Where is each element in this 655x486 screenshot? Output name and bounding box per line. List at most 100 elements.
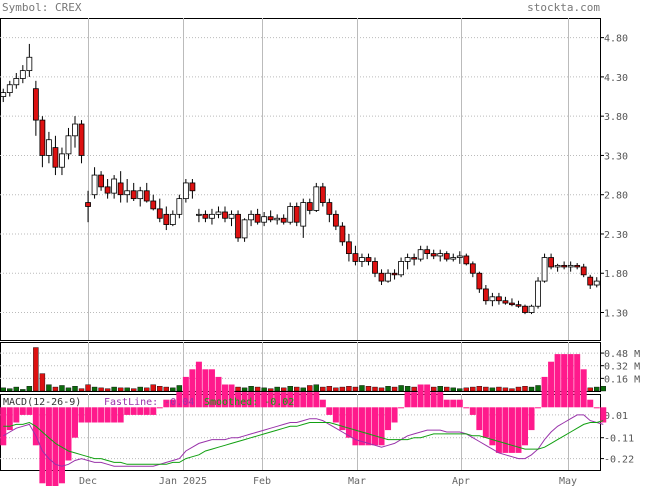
volume-bar [254,386,261,392]
volume-bar [535,385,541,392]
candle-body [574,264,581,268]
macd-histogram-bar [319,399,326,408]
volume-bar [320,386,326,392]
macd-histogram-bar [143,407,150,415]
candle-body [85,202,91,207]
volume-bar [52,386,59,392]
macd-histogram-bar [182,376,189,408]
candle-body [561,264,568,268]
macd-histogram-bar [600,407,607,423]
candle-body [476,272,483,290]
macd-legend-fastline: FastLine: -0.04 [104,397,194,408]
volume-bar [124,387,130,392]
macd-histogram-bar [385,407,392,431]
volume-bar [437,386,443,392]
macd-histogram-bar [469,407,476,415]
macd-histogram-bar [398,407,405,409]
candle-body [104,186,111,194]
macd-histogram-bar [411,392,418,408]
macd-histogram-bar [508,407,515,453]
volume-bar [587,387,593,392]
candle-body [267,216,274,221]
candle-body [482,288,489,302]
candle-body [235,213,241,239]
macd-histogram-bar [202,369,209,408]
symbol-label: Symbol: CREX [2,1,82,14]
candle-body [554,264,561,268]
macd-histogram-bar [332,407,339,423]
macd-histogram-bar [482,407,489,438]
candle-body [300,202,307,227]
macd-histogram-bar [19,407,26,415]
volume-bar [98,387,104,392]
macd-histogram-bar [241,392,248,408]
volume-bar [307,385,313,392]
volume-bar [85,384,91,392]
volume-bar [450,387,456,392]
macd-histogram-bar [424,384,431,408]
macd-histogram-bar [404,392,411,408]
macd-histogram-bar [443,399,450,408]
price-tick-label: 1.80 [604,269,628,280]
macd-histogram-bar [580,369,587,408]
volume-bar [111,386,117,392]
candle-body [352,253,359,262]
candle-body [378,272,385,282]
volume-bar [411,386,417,392]
volume-bar [150,384,156,392]
candle-body [32,88,39,121]
x-tick-label: Apr [452,476,470,486]
macd-histogram-bar [124,407,131,415]
macd-histogram-bar [345,407,352,438]
macd-histogram-bar [535,407,542,409]
volume-bar [65,387,72,392]
volume-bar [176,385,183,392]
x-tick-label: Mar [348,476,366,486]
candle-body [59,153,65,168]
candle-body [98,174,104,188]
price-panel [0,18,601,341]
volume-bar [365,386,372,392]
macd-histogram-bar [528,407,535,431]
volume-bar [274,386,280,392]
candle-body [6,84,13,94]
volume-bar [170,387,176,392]
volume-bar [463,387,470,392]
macd-histogram-bar [163,399,170,408]
macd-histogram-bar [372,407,378,446]
macd-histogram-bar [58,407,65,484]
candle-body [143,190,150,202]
volume-bar [470,386,476,392]
candle-body [443,253,450,260]
candle-body [293,206,300,223]
candle-body [287,206,294,223]
macd-histogram-bar [280,392,287,408]
volume-bar [359,385,365,392]
volume-bar [378,387,385,392]
candle-body [339,225,346,243]
volume-bar [0,387,6,392]
candle-body [274,217,281,221]
candle-body [541,257,548,282]
macd-histogram-bar [261,392,268,408]
candle-body [385,272,391,282]
volume-panel [0,342,601,392]
candle-body [13,78,20,86]
candle-body [319,186,326,203]
volume-bar [509,388,515,392]
macd-histogram-bar [117,407,124,423]
candle-body [417,249,424,260]
macd-histogram-bar [26,407,33,415]
volume-tick-label: 0.16 M [604,374,640,385]
candle-body [248,213,254,221]
volume-bar [59,385,65,392]
candle-body [489,296,496,302]
volume-bar [502,387,509,392]
macd-histogram-bar [300,392,307,408]
macd-histogram-bar [541,376,548,408]
macd-tick-label: -0.11 [604,434,634,445]
macd-histogram-bar [6,407,13,431]
candle-body [202,213,209,219]
candle-body [567,264,574,268]
macd-tick-label: 0.01 [604,411,628,422]
